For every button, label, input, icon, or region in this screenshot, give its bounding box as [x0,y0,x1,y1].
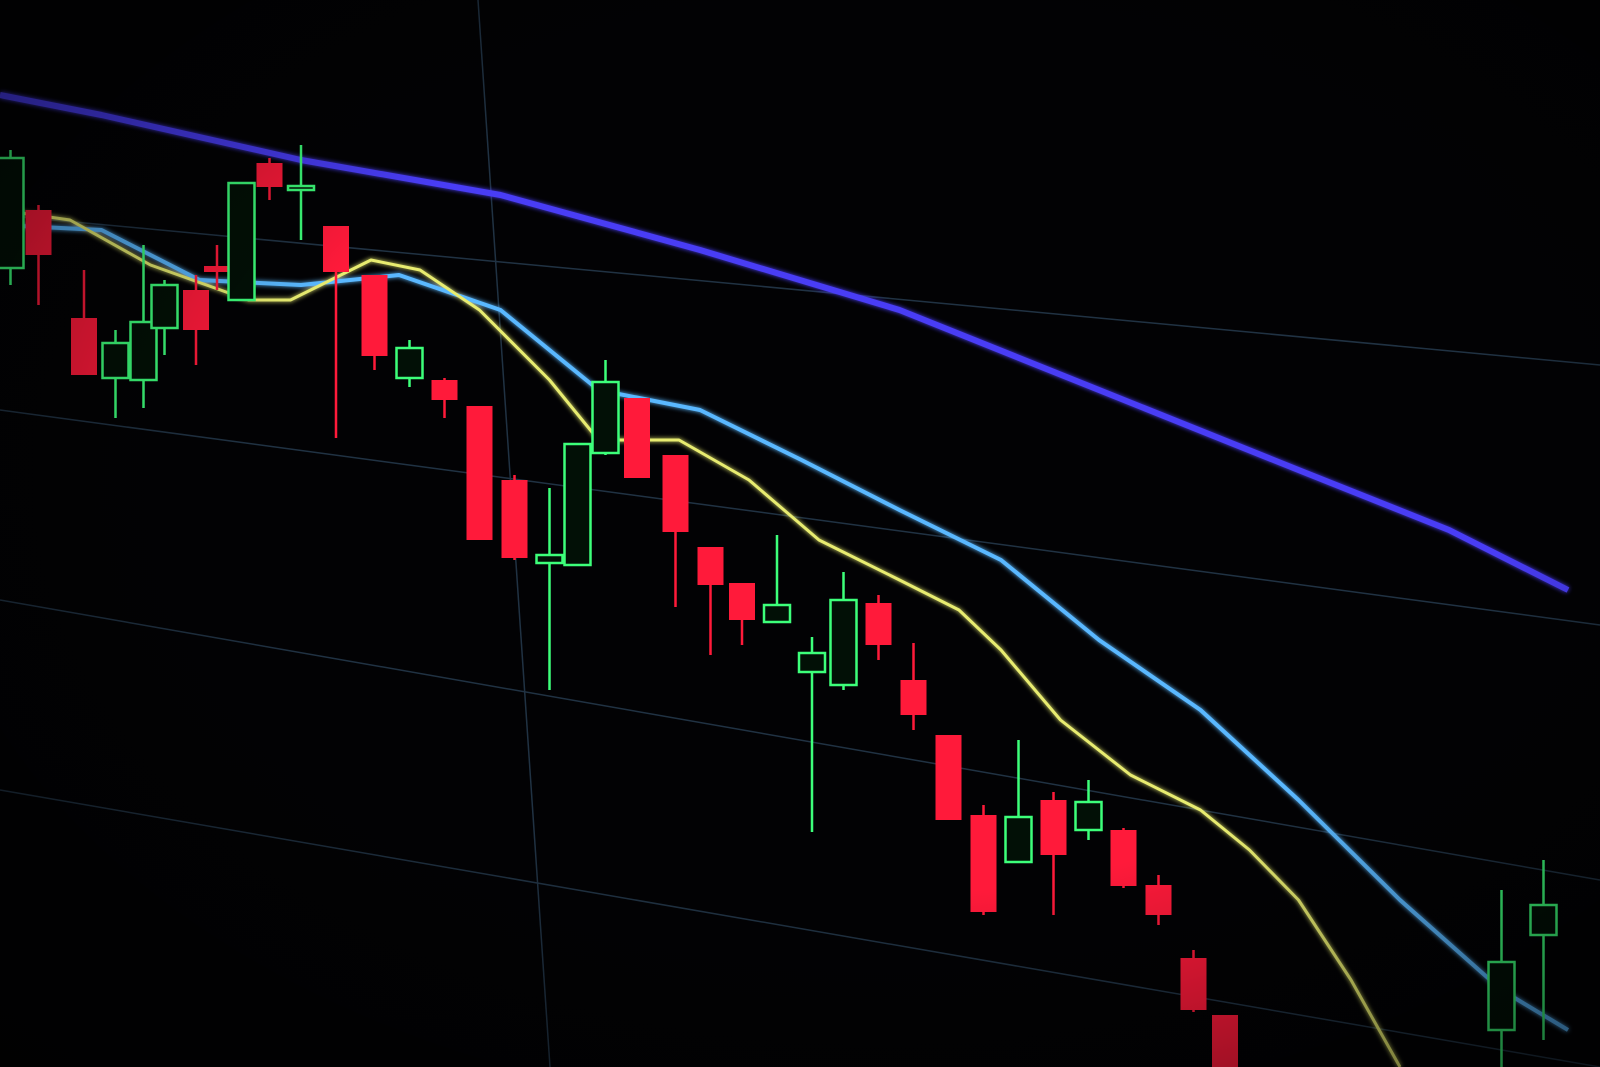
candle-down [466,406,493,540]
candle-down [501,475,528,560]
candle-down [71,270,97,375]
candle-body [935,735,962,820]
candle-down [865,595,892,660]
candle-body [150,283,179,330]
candle-up [829,572,858,690]
candle-body [563,442,592,567]
candle-down [900,643,927,730]
candle-up [563,442,592,567]
candle-body [1110,830,1137,886]
candle-body [1487,960,1516,1032]
candle-up [797,637,827,832]
candle-down [1145,875,1172,925]
candle-down [1040,792,1067,915]
candle-down [935,735,962,820]
candles [0,145,1558,1067]
candle-up [0,150,25,285]
gridline [0,599,1600,881]
candle-down [256,158,283,200]
candle-body [535,553,564,565]
candle-down [1110,828,1137,888]
candle-body [1212,1015,1238,1067]
candle-body [1180,958,1207,1010]
gridline [0,409,1600,626]
candle-body [431,380,458,400]
candle-body [25,210,52,255]
candle-up [591,360,620,455]
candle-down [25,205,52,305]
candle-body [101,341,130,380]
candle-up [227,181,256,302]
candle-body [970,815,997,912]
candle-body [1040,800,1067,855]
candle-body [829,598,858,687]
candle-up [762,535,792,624]
candle-body [624,398,650,478]
candle-down [323,226,349,438]
candle-body [361,275,388,356]
candle-down [1180,950,1207,1012]
candle-body [256,163,283,187]
candle-body [395,346,424,380]
candle-body [227,181,256,302]
candle-body [183,290,209,330]
candle-down [183,275,209,365]
candle-body [1529,903,1558,937]
ma-mid-line [0,223,1570,1032]
gridline [0,789,1600,1067]
candle-up [1004,740,1033,864]
candle-body [71,318,97,375]
candle-body [591,380,620,455]
candle-body [1004,815,1033,864]
candle-down [697,547,724,655]
candle-body [501,480,528,558]
candle-body [1074,800,1103,832]
candle-body [662,455,689,532]
candle-body [762,603,792,624]
candle-body [797,651,827,674]
candle-body [466,406,493,540]
candle-down [1212,1015,1238,1067]
candle-body [697,547,724,585]
candle-down [970,805,997,915]
candle-body [1145,885,1172,915]
candle-body [129,320,158,382]
ma-fast-line [0,208,1402,1067]
candle-down [624,398,650,478]
candle-body [323,226,349,272]
candle-body [286,184,316,192]
candle-body [0,156,25,270]
candle-body [865,603,892,645]
candle-down [729,583,755,645]
candle-down [361,275,388,370]
candle-up [395,340,424,387]
candle-body [204,266,230,272]
candle-body [729,583,755,620]
candle-up [1529,860,1558,1040]
candle-down [662,455,689,607]
candle-up [101,330,130,418]
candle-down [431,378,458,418]
candle-up [1487,890,1516,1067]
candle-body [900,680,927,715]
candle-up [535,488,564,690]
